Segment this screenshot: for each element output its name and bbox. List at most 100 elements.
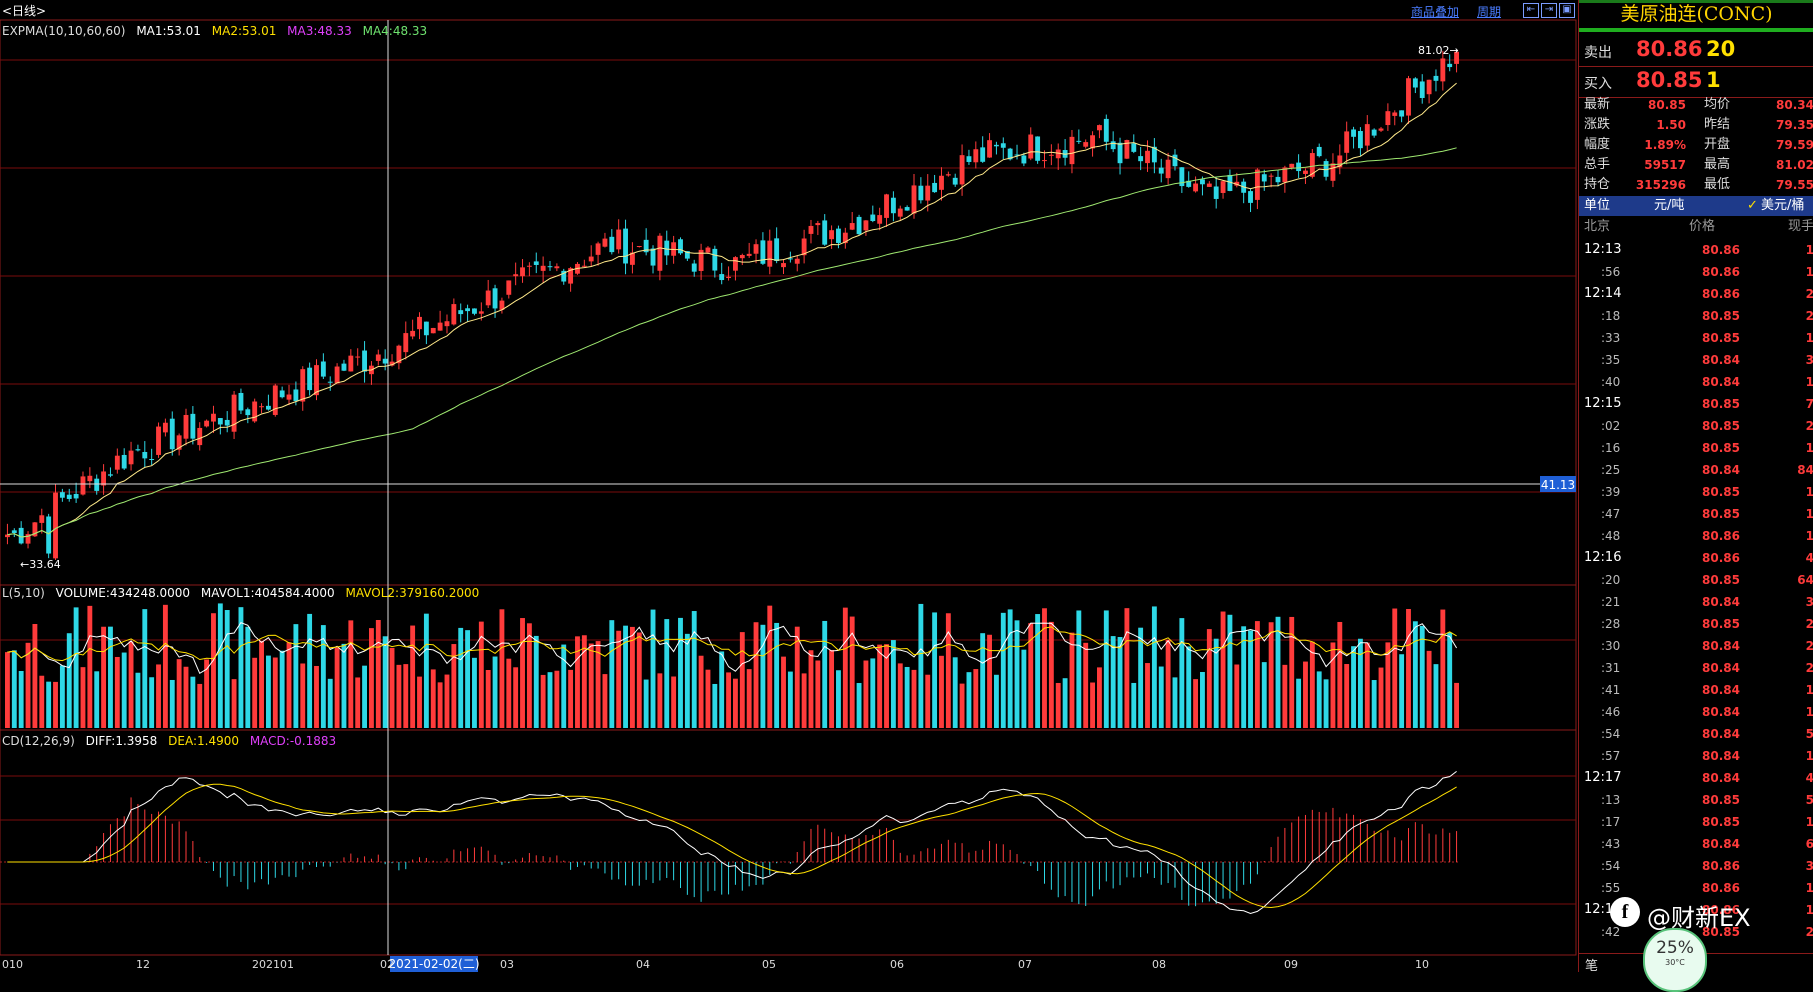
candle-body (1357, 131, 1363, 149)
overlay-link[interactable]: 商品叠加 (1411, 5, 1460, 19)
tick-time: :54 (1601, 727, 1621, 741)
tick-price: 80.85 (1702, 441, 1740, 455)
volume-bar (1344, 664, 1350, 728)
tick-volume: 1 (1805, 441, 1813, 455)
tick-list[interactable]: 12:13 80.86 1:56 80.86 1 12:14 80.86 2:18 80.85 2… (1579, 239, 1813, 954)
quote-label: 最低 (1704, 177, 1731, 192)
volume-bar (712, 683, 718, 728)
tick-price: 80.86 (1702, 243, 1740, 257)
candle-body (458, 310, 464, 315)
zoom-in-icon[interactable]: ⇥ (1541, 3, 1557, 18)
volume-bar (767, 605, 773, 728)
volume-bar (1323, 679, 1329, 728)
volume-bar (1282, 664, 1288, 728)
volume-bar (1206, 629, 1212, 728)
volume-bar (698, 655, 704, 728)
volume-bar (485, 669, 491, 728)
x-axis-label: 10 (1415, 958, 1429, 971)
volume-bar (1097, 667, 1102, 728)
volume-bar (836, 670, 841, 728)
tick-price: 80.84 (1702, 353, 1740, 367)
ticks-tab[interactable]: 笔 (1585, 959, 1599, 974)
candle-body (1145, 150, 1150, 164)
candle-body (1419, 81, 1425, 98)
tick-time: :13 (1601, 793, 1621, 807)
tick-price: 80.84 (1702, 595, 1740, 609)
candle-body (746, 253, 752, 256)
tick-volume: 1 (1805, 529, 1813, 543)
volume-bar (870, 658, 876, 728)
tick-price: 80.85 (1702, 925, 1740, 939)
candle-body (636, 246, 642, 248)
tick-price: 80.84 (1702, 639, 1740, 653)
candle-body (1186, 180, 1192, 187)
unit-bar[interactable]: 单位 元/吨 ✓ 美元/桶 (1579, 196, 1813, 216)
quote-row: 总手 59517 最高 81.02 (1579, 155, 1813, 175)
ma4-value: MA4:48.33 (362, 24, 428, 38)
volume-bar (657, 673, 663, 728)
tick-price: 80.85 (1702, 573, 1740, 587)
candle-body (1110, 141, 1116, 150)
volume-bar (602, 674, 608, 728)
volume-bar (1303, 661, 1308, 728)
maximize-icon[interactable]: ▣ (1559, 3, 1575, 18)
candle-body (884, 194, 889, 218)
unit-value[interactable]: 元/吨 (1654, 198, 1685, 213)
period-tab[interactable]: <日线> (2, 4, 47, 18)
volume-bar (183, 666, 189, 728)
volume-bar (609, 620, 615, 728)
candle-body (5, 534, 10, 538)
candle-body (87, 475, 93, 482)
buy-price: 80.85 (1636, 68, 1703, 92)
candle-body (1248, 191, 1253, 203)
volume-bar (382, 636, 388, 728)
candle-body (1426, 79, 1432, 95)
tick-time: 12:16 (1584, 550, 1622, 565)
candlestick-chart[interactable]: 41.13 2021-02-02(二) 81.02→ ←33.64 010 12 20210… (0, 0, 1578, 972)
tick-price: 80.85 (1702, 397, 1740, 411)
unit-option[interactable]: 美元/桶 (1761, 198, 1805, 213)
volume-bar (1042, 608, 1047, 728)
tick-volume: 84 (1797, 463, 1813, 477)
chart-area[interactable]: 41.13 2021-02-02(二) 81.02→ ←33.64 010 12 20210… (0, 0, 1578, 972)
x-axis-label: 08 (1152, 958, 1166, 971)
zoom-out-icon[interactable]: ⇤ (1523, 3, 1539, 18)
period-link[interactable]: 周期 (1477, 5, 1502, 19)
tick-time: 12:17 (1584, 770, 1622, 785)
high-label: 81.02→ (1418, 44, 1459, 57)
volume-bar (1254, 621, 1260, 728)
watermark-text: @财新EX (1647, 904, 1751, 932)
tick-row: :28 80.85 2 (1579, 613, 1813, 635)
candle-body (73, 493, 79, 499)
quote-value: 1.50 (1656, 118, 1686, 132)
candle-body (1158, 167, 1164, 174)
candle-body (114, 455, 120, 470)
candle-body (1344, 131, 1350, 153)
candle-body (1035, 136, 1041, 161)
mavol1-line (7, 621, 1458, 675)
candle-body (1000, 143, 1006, 148)
candle-body (595, 243, 601, 255)
tick-row: :55 80.86 1 (1579, 877, 1813, 899)
candle-body (1254, 169, 1260, 200)
volume-bar (684, 633, 690, 728)
candle-body (499, 300, 505, 310)
tick-volume: 2 (1805, 309, 1813, 323)
sell-qty: 20 (1706, 37, 1736, 61)
volume-bar (39, 675, 45, 728)
ticks-header: 北京 价格 现手 (1579, 217, 1813, 237)
tick-price: 80.85 (1702, 331, 1740, 345)
volume-bar (217, 603, 223, 728)
volume-bar (286, 642, 292, 728)
candle-body (327, 381, 333, 383)
candle-body (478, 311, 484, 314)
candle-body (1440, 58, 1446, 82)
candle-body (733, 257, 738, 271)
volume-bar (259, 640, 264, 728)
volume-bar (348, 620, 354, 728)
candle-body (1303, 170, 1308, 174)
volume-bar (162, 604, 168, 728)
sell-label: 卖出 (1584, 45, 1612, 61)
volume-bar (1055, 682, 1061, 728)
candle-body (616, 229, 622, 250)
